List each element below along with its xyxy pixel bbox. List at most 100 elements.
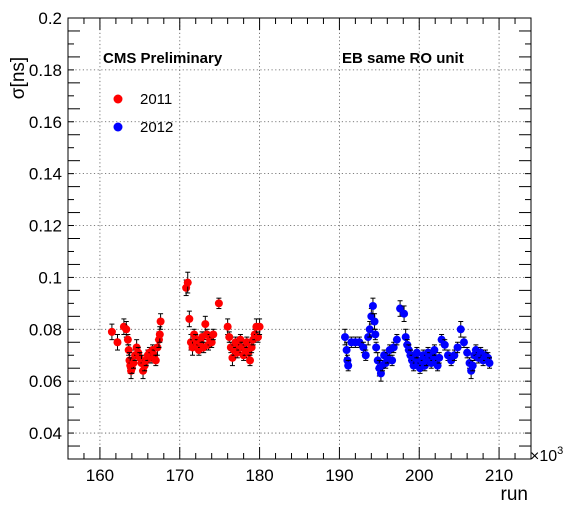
data-point-2012	[400, 305, 409, 323]
marker	[370, 317, 379, 326]
y-tick-label: 0.1	[38, 268, 62, 287]
marker	[342, 346, 351, 355]
legend: 2011 2012	[113, 91, 173, 136]
plot-frame	[67, 17, 532, 460]
marker	[236, 335, 245, 344]
marker	[214, 299, 223, 308]
marker	[151, 356, 160, 365]
data-point-2011	[124, 344, 133, 356]
marker	[376, 369, 385, 378]
y-tick-label: 0.12	[29, 217, 62, 236]
data-point-2012	[435, 352, 444, 364]
data-points	[107, 271, 494, 382]
marker	[185, 314, 194, 323]
x-tick-label: 170	[166, 466, 194, 485]
data-point-2011	[246, 354, 255, 367]
data-point-2011	[207, 336, 216, 348]
marker	[412, 348, 421, 357]
marker	[372, 343, 381, 352]
y-tick-label: 0.16	[29, 113, 62, 132]
y-tick-label: 0.2	[38, 9, 62, 28]
marker	[207, 338, 216, 347]
data-point-2012	[371, 328, 380, 341]
legend-label-2012: 2012	[140, 119, 173, 136]
marker	[456, 325, 465, 334]
marker	[463, 348, 472, 357]
eb-same-ro-unit-label: EB same RO unit	[342, 50, 464, 67]
marker	[371, 330, 380, 339]
marker	[344, 361, 353, 370]
cms-preliminary-label: CMS Preliminary	[103, 50, 223, 67]
marker	[430, 346, 439, 355]
marker	[242, 338, 251, 347]
marker	[341, 333, 350, 342]
legend-marker-2011	[113, 94, 123, 104]
marker	[201, 320, 210, 329]
data-point-2011	[223, 318, 232, 335]
marker	[183, 278, 192, 287]
marker	[123, 335, 132, 344]
marker	[388, 356, 397, 365]
grid-lines	[68, 18, 531, 459]
marker	[450, 351, 459, 360]
data-point-2012	[389, 341, 398, 354]
marker	[459, 338, 468, 347]
data-point-2011	[255, 318, 264, 335]
marker	[440, 340, 449, 349]
marker	[228, 353, 237, 362]
legend-marker-2012	[113, 122, 123, 132]
data-point-2011	[183, 271, 192, 294]
marker	[246, 356, 255, 365]
legend-label-2011: 2011	[140, 91, 172, 108]
x-tick-label: 200	[405, 466, 433, 485]
marker	[361, 351, 370, 360]
marker	[247, 343, 256, 352]
marker	[389, 343, 398, 352]
y-tick-label: 0.08	[29, 320, 62, 339]
axis-ticks: 160 170 180 190 200 210 0.04 0.06 0.08 0.1 0.12 0.1…	[29, 9, 532, 485]
marker	[253, 333, 262, 342]
data-point-2011	[107, 323, 116, 341]
x-tick-label: 190	[325, 466, 353, 485]
y-tick-label: 0.18	[29, 61, 62, 80]
data-point-2012	[440, 339, 449, 351]
data-point-2012	[361, 349, 370, 361]
marker	[113, 338, 122, 347]
data-point-2011	[155, 326, 164, 343]
data-point-2012	[453, 341, 462, 354]
data-point-2011	[214, 297, 223, 310]
marker	[122, 325, 131, 334]
data-point-2012	[430, 344, 439, 356]
y-tick-label: 0.06	[29, 372, 62, 391]
marker	[368, 301, 377, 310]
x-axis-label: run	[501, 484, 528, 505]
y-tick-label: 0.04	[29, 424, 62, 443]
marker	[392, 335, 401, 344]
data-point-2012	[468, 359, 477, 372]
x-multiplier-label: ×103	[530, 445, 563, 465]
marker	[107, 327, 116, 336]
y-axis-label: σ[ns]	[8, 57, 29, 99]
data-point-2012	[359, 341, 368, 354]
marker	[365, 325, 374, 334]
data-point-2012	[485, 357, 494, 369]
x-tick-label: 210	[485, 466, 513, 485]
marker	[223, 322, 232, 331]
data-point-2011	[236, 333, 245, 346]
marker	[435, 353, 444, 362]
marker	[124, 346, 133, 355]
data-point-2012	[344, 359, 353, 372]
marker	[255, 322, 264, 331]
marker	[233, 348, 242, 357]
marker	[209, 330, 218, 339]
marker	[401, 333, 410, 342]
marker	[359, 343, 368, 352]
data-point-2012	[388, 354, 397, 367]
marker	[155, 330, 164, 339]
marker	[225, 333, 234, 342]
marker	[129, 359, 138, 368]
marker	[156, 317, 165, 326]
marker	[453, 343, 462, 352]
marker	[485, 359, 494, 368]
data-point-2012	[392, 333, 401, 346]
